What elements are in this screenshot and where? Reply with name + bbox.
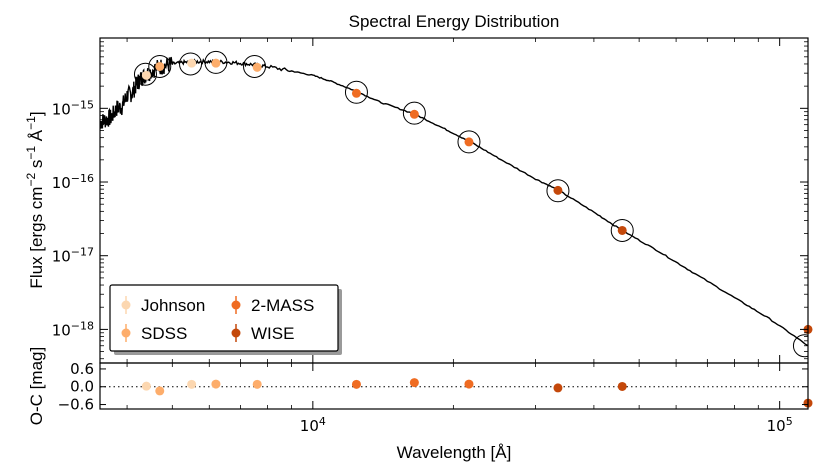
x-tick-label: 105 <box>767 415 793 436</box>
y-axis-title: Flux [ergs cm−2 s−1 Å−1] <box>24 111 46 288</box>
residual-point <box>617 381 627 391</box>
y-tick-label: 10−16 <box>52 172 94 193</box>
data-point <box>252 62 262 72</box>
legend-label: WISE <box>251 324 294 343</box>
residual-point <box>351 379 361 389</box>
data-point <box>464 137 474 147</box>
legend-box <box>109 284 339 352</box>
legend-marker <box>121 300 131 310</box>
residual-y-axis-title: O-C [mag] <box>27 347 46 425</box>
data-point <box>553 185 563 195</box>
model-flux-circle <box>792 334 808 358</box>
residual-plot-frame <box>99 362 809 410</box>
y-axis-title-sup: −2 <box>24 173 38 187</box>
legend-label: Johnson <box>141 296 205 315</box>
y-tick-label: 10−17 <box>52 245 94 266</box>
y-axis-title-part: ] <box>27 111 46 116</box>
residual-point <box>155 386 165 396</box>
data-point <box>211 58 221 68</box>
y-axis-title-part: Flux [ergs cm <box>27 187 46 289</box>
model-flux-circle <box>402 101 426 125</box>
y-axis-title-sup: −1 <box>24 116 38 130</box>
y-tick-label: 10−18 <box>52 319 94 340</box>
chart-title: Spectral Energy Distribution <box>349 12 560 31</box>
data-point <box>141 70 151 80</box>
residual-point <box>211 379 221 389</box>
legend-label: 2-MASS <box>251 296 314 315</box>
model-flux-circle <box>457 130 481 154</box>
sed-plot-area: 10−15 10−16 10−17 10−18 Johnson SDSS 2-MASS WIS… <box>52 37 813 364</box>
residual-point <box>409 378 419 388</box>
x-axis-title: Wavelength [Å] <box>397 443 512 462</box>
legend-marker <box>231 328 241 338</box>
y-tick-label: 10−15 <box>52 98 94 119</box>
residual-point <box>187 379 197 389</box>
model-flux-circle <box>133 62 157 86</box>
data-point <box>187 58 197 68</box>
residual-point <box>464 379 474 389</box>
y-axis-title-sup: −1 <box>24 146 38 160</box>
x-tick-label: 104 <box>300 415 326 436</box>
data-point <box>155 61 165 71</box>
model-flux-circle <box>204 50 228 74</box>
model-flux-circle <box>179 52 203 76</box>
residual-point <box>141 381 151 391</box>
legend-marker <box>231 300 241 310</box>
residual-point <box>553 383 563 393</box>
model-flux-circle <box>148 54 172 78</box>
model-flux-circle <box>243 54 267 78</box>
legend-marker <box>121 328 131 338</box>
y-axis-title-part: s <box>27 160 46 173</box>
model-flux-circle <box>610 218 634 242</box>
residual-y-tick-label: −0.6 <box>58 396 94 414</box>
model-flux-circle <box>344 80 368 104</box>
legend: Johnson SDSS 2-MASS WISE <box>109 284 342 355</box>
data-point <box>617 225 627 235</box>
legend-label: SDSS <box>141 324 187 343</box>
residual-point <box>252 379 262 389</box>
data-point <box>351 88 361 98</box>
data-point <box>409 109 419 119</box>
model-flux-circle <box>546 179 570 203</box>
y-axis-title-part: Å <box>27 129 46 146</box>
residual-plot-area: 104 105 0.60.0−0.6 <box>58 360 813 435</box>
residual-y-tick-label: 0.6 <box>70 360 94 378</box>
residual-y-tick-label: 0.0 <box>70 378 94 396</box>
